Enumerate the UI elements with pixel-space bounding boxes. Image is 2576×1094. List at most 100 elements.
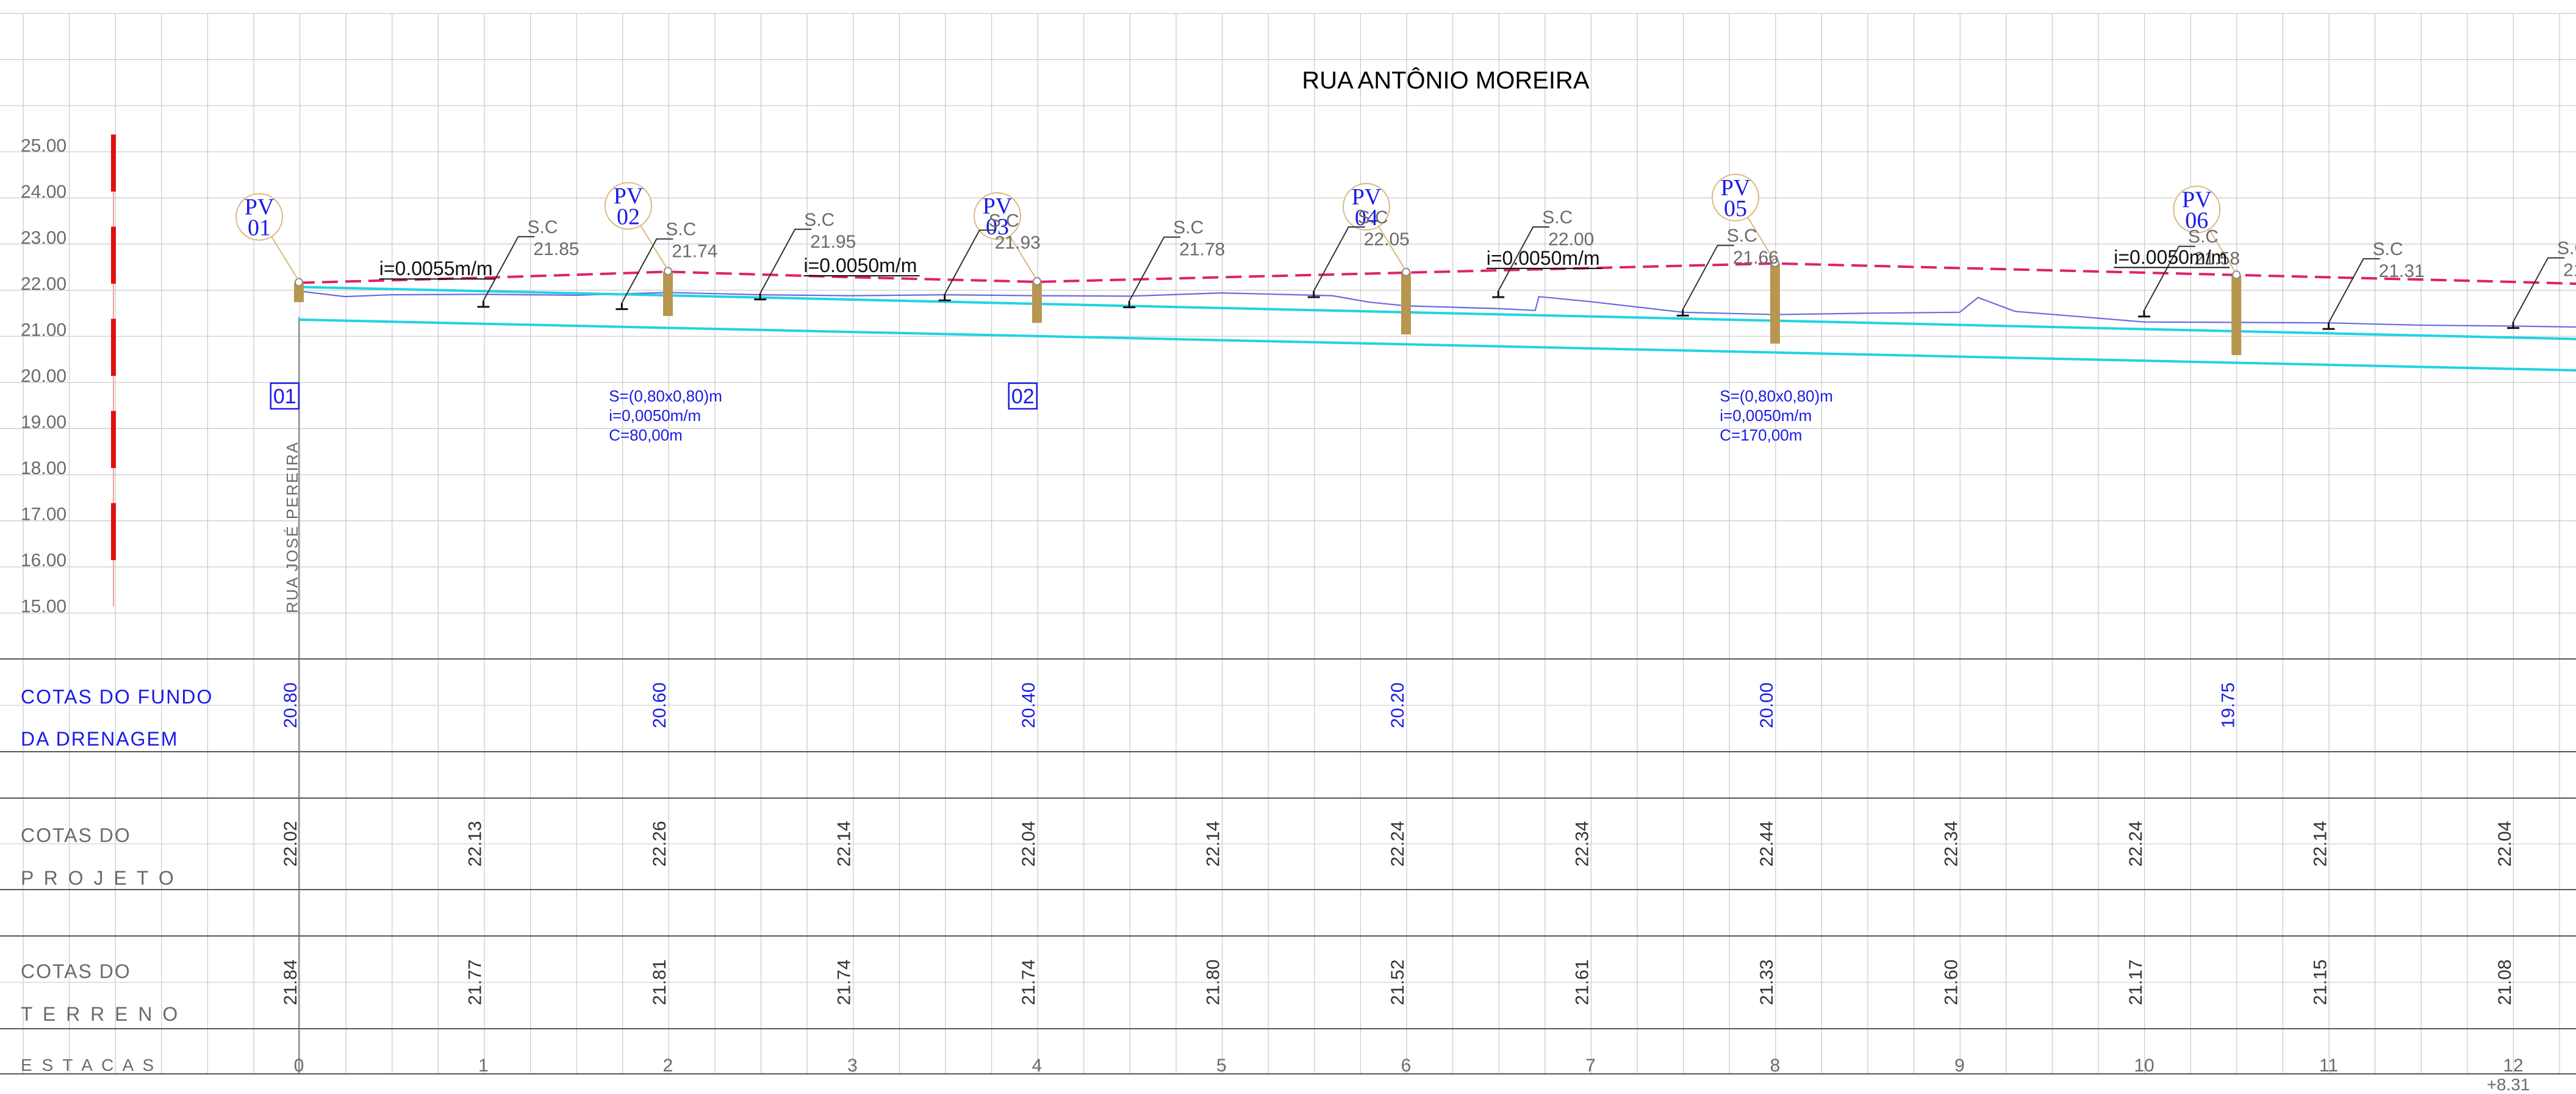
station-label: 2 <box>663 1056 673 1076</box>
project-row-label-2: P R O J E T O <box>21 867 176 889</box>
project-elevation-value: 22.04 <box>1019 821 1039 866</box>
station-label: 11 <box>2319 1056 2338 1076</box>
slope-label: i=0.0050m/m <box>804 254 917 276</box>
station-label: 6 <box>1401 1056 1412 1076</box>
catch-basin-tag: S.C <box>1173 218 1204 238</box>
catch-basin-leader <box>1128 236 1181 302</box>
project-elevation-value: 22.04 <box>2495 821 2515 866</box>
pipe-bottom-line <box>298 318 2576 372</box>
elevation-axis: 25.00 24.00 23.00 22.00 21.00 20.00 19.00 18.00… <box>21 134 116 617</box>
manhole-number: 01 <box>248 215 271 240</box>
manhole-leader <box>1009 235 1036 279</box>
manhole-shaft <box>2231 275 2242 356</box>
slope-label: i=0.0055m/m <box>379 257 493 279</box>
manhole-leader <box>640 225 667 268</box>
manhole-top-marker <box>1033 276 1041 286</box>
manhole-tag: PV <box>1721 175 1751 201</box>
manhole-number: 03 <box>986 214 1009 240</box>
catch-basin-value: 21.95 <box>810 232 856 252</box>
axis-tick-label: 19.00 <box>21 412 66 433</box>
section-marker-group: 01 02 <box>270 382 1038 410</box>
catch-basin-value: 21.78 <box>1179 240 1225 260</box>
terrain-elevation-value: 21.15 <box>2311 959 2331 1005</box>
station-label: 10 <box>2134 1056 2154 1076</box>
manhole-shaft <box>1032 281 1042 323</box>
manhole-number: 04 <box>1355 205 1378 231</box>
manhole-top-marker <box>1771 258 1779 267</box>
drainage-bottom-value: 20.40 <box>1019 682 1039 728</box>
terrain-elevation-value: 21.80 <box>1204 959 1224 1005</box>
catch-basin-value: 21.74 <box>672 242 717 262</box>
slope-label: i=0.0050m/m <box>1487 247 1600 269</box>
terrain-elevation-value: 21.61 <box>1573 959 1593 1005</box>
catch-basin-tag: S.C <box>2557 239 2576 259</box>
section-marker-id: 01 <box>273 385 296 408</box>
band-values: 20.80 20.60 20.40 20.20 20.00 19.75 22.02 22.13… <box>281 682 2515 1005</box>
pipe-note-line: C=80,00m <box>609 426 683 444</box>
manhole-leader <box>271 236 298 280</box>
pipe-note-line: S=(0,80x0,80)m <box>609 387 722 405</box>
terrain-elevation-value: 21.08 <box>2495 959 2515 1005</box>
terrain-elevation-value: 21.81 <box>650 959 670 1005</box>
drawing-grid <box>0 13 2576 1074</box>
manhole-tag: PV <box>1352 184 1382 210</box>
terrain-elevation-value: 21.17 <box>2126 959 2146 1005</box>
catch-basin-value: 21.66 <box>1733 248 1779 268</box>
catch-basin-leader <box>621 238 673 304</box>
station-end-note: +8.31 <box>2487 1075 2530 1094</box>
project-elevation-value: 22.02 <box>281 821 301 866</box>
catch-basin-tag: S.C <box>804 210 834 230</box>
section-marker-box <box>1008 382 1038 410</box>
catch-basin-tag: S.C <box>666 220 696 240</box>
manhole-top-marker <box>2232 270 2241 279</box>
catch-basin-value: 21.31 <box>2379 261 2425 281</box>
drainage-bottom-value: 19.75 <box>2218 682 2238 728</box>
catch-basin-leader <box>2144 245 2195 311</box>
pipe-note-line: i=0,0050m/m <box>1720 406 1812 425</box>
manhole-top-marker <box>1402 267 1410 276</box>
catch-basin-tag: S.C <box>2188 227 2219 247</box>
catch-basin-tag: S.C <box>2373 239 2403 259</box>
street-title: RUA ANTÔNIO MOREIRA <box>1302 67 1589 94</box>
project-elevation-value: 22.14 <box>834 821 855 866</box>
pipe-note-group: S=(0,80x0,80)mi=0,0050m/mC=80,00mS=(0,80… <box>609 387 1833 444</box>
drainage-row-label-2: DA DRENAGEM <box>21 728 178 750</box>
catch-basin-tag: S.C <box>528 217 558 237</box>
terrain-elevation-value: 21.60 <box>1942 959 1962 1005</box>
axis-tick-label: 16.00 <box>21 550 66 570</box>
project-elevation-value: 22.34 <box>1573 821 1593 866</box>
manhole-balloon <box>235 193 283 241</box>
catch-basin-tag: S.C <box>989 211 1019 231</box>
project-elevation-value: 22.24 <box>1388 821 1408 866</box>
manhole-tag: PV <box>2182 187 2212 212</box>
axis-tick-label: 18.00 <box>21 458 66 478</box>
axis-tick-label: 23.00 <box>21 228 66 248</box>
pipe-note-line: S=(0,80x0,80)m <box>1720 387 1833 405</box>
manhole-shaft <box>663 272 673 316</box>
profile-lines <box>298 262 2576 1074</box>
catch-basin-value: 21.93 <box>995 232 1041 253</box>
manhole-top-marker <box>295 278 303 287</box>
catch-basin-leader <box>944 229 996 295</box>
project-elevation-value: 22.13 <box>465 821 486 866</box>
catch-basin-leader <box>759 228 812 294</box>
pipe-note-line: C=170,00m <box>1720 426 1802 444</box>
terrain-elevation-value: 21.74 <box>1019 959 1039 1005</box>
stations-row-label: E S T A C A S <box>21 1056 156 1074</box>
project-elevation-value: 22.26 <box>650 821 670 866</box>
axis-tick-label: 17.00 <box>21 505 66 525</box>
slope-label-group: i=0.0055m/m i=0.0050m/m i=0.0050m/m i=0.005… <box>379 246 2230 280</box>
catch-basin-tag: S.C <box>1358 207 1388 228</box>
project-elevation-value: 22.14 <box>1204 821 1224 866</box>
row-labels-gray: COTAS DO P R O J E T O COTAS DO T E R R … <box>21 824 178 1074</box>
manhole-tag: PV <box>245 194 274 220</box>
drainage-bottom-value: 20.00 <box>1757 682 1777 728</box>
axis-tick-label: 24.00 <box>21 182 66 202</box>
project-elevation-value: 22.34 <box>1942 821 1962 866</box>
manhole-shaft <box>294 282 304 303</box>
catch-basin-leader <box>2328 258 2380 323</box>
manhole-balloon <box>2173 185 2221 234</box>
catch-basin-group: S.C21.85S.C21.74S.C21.95S.C21.93S.C21.78… <box>477 207 2576 330</box>
